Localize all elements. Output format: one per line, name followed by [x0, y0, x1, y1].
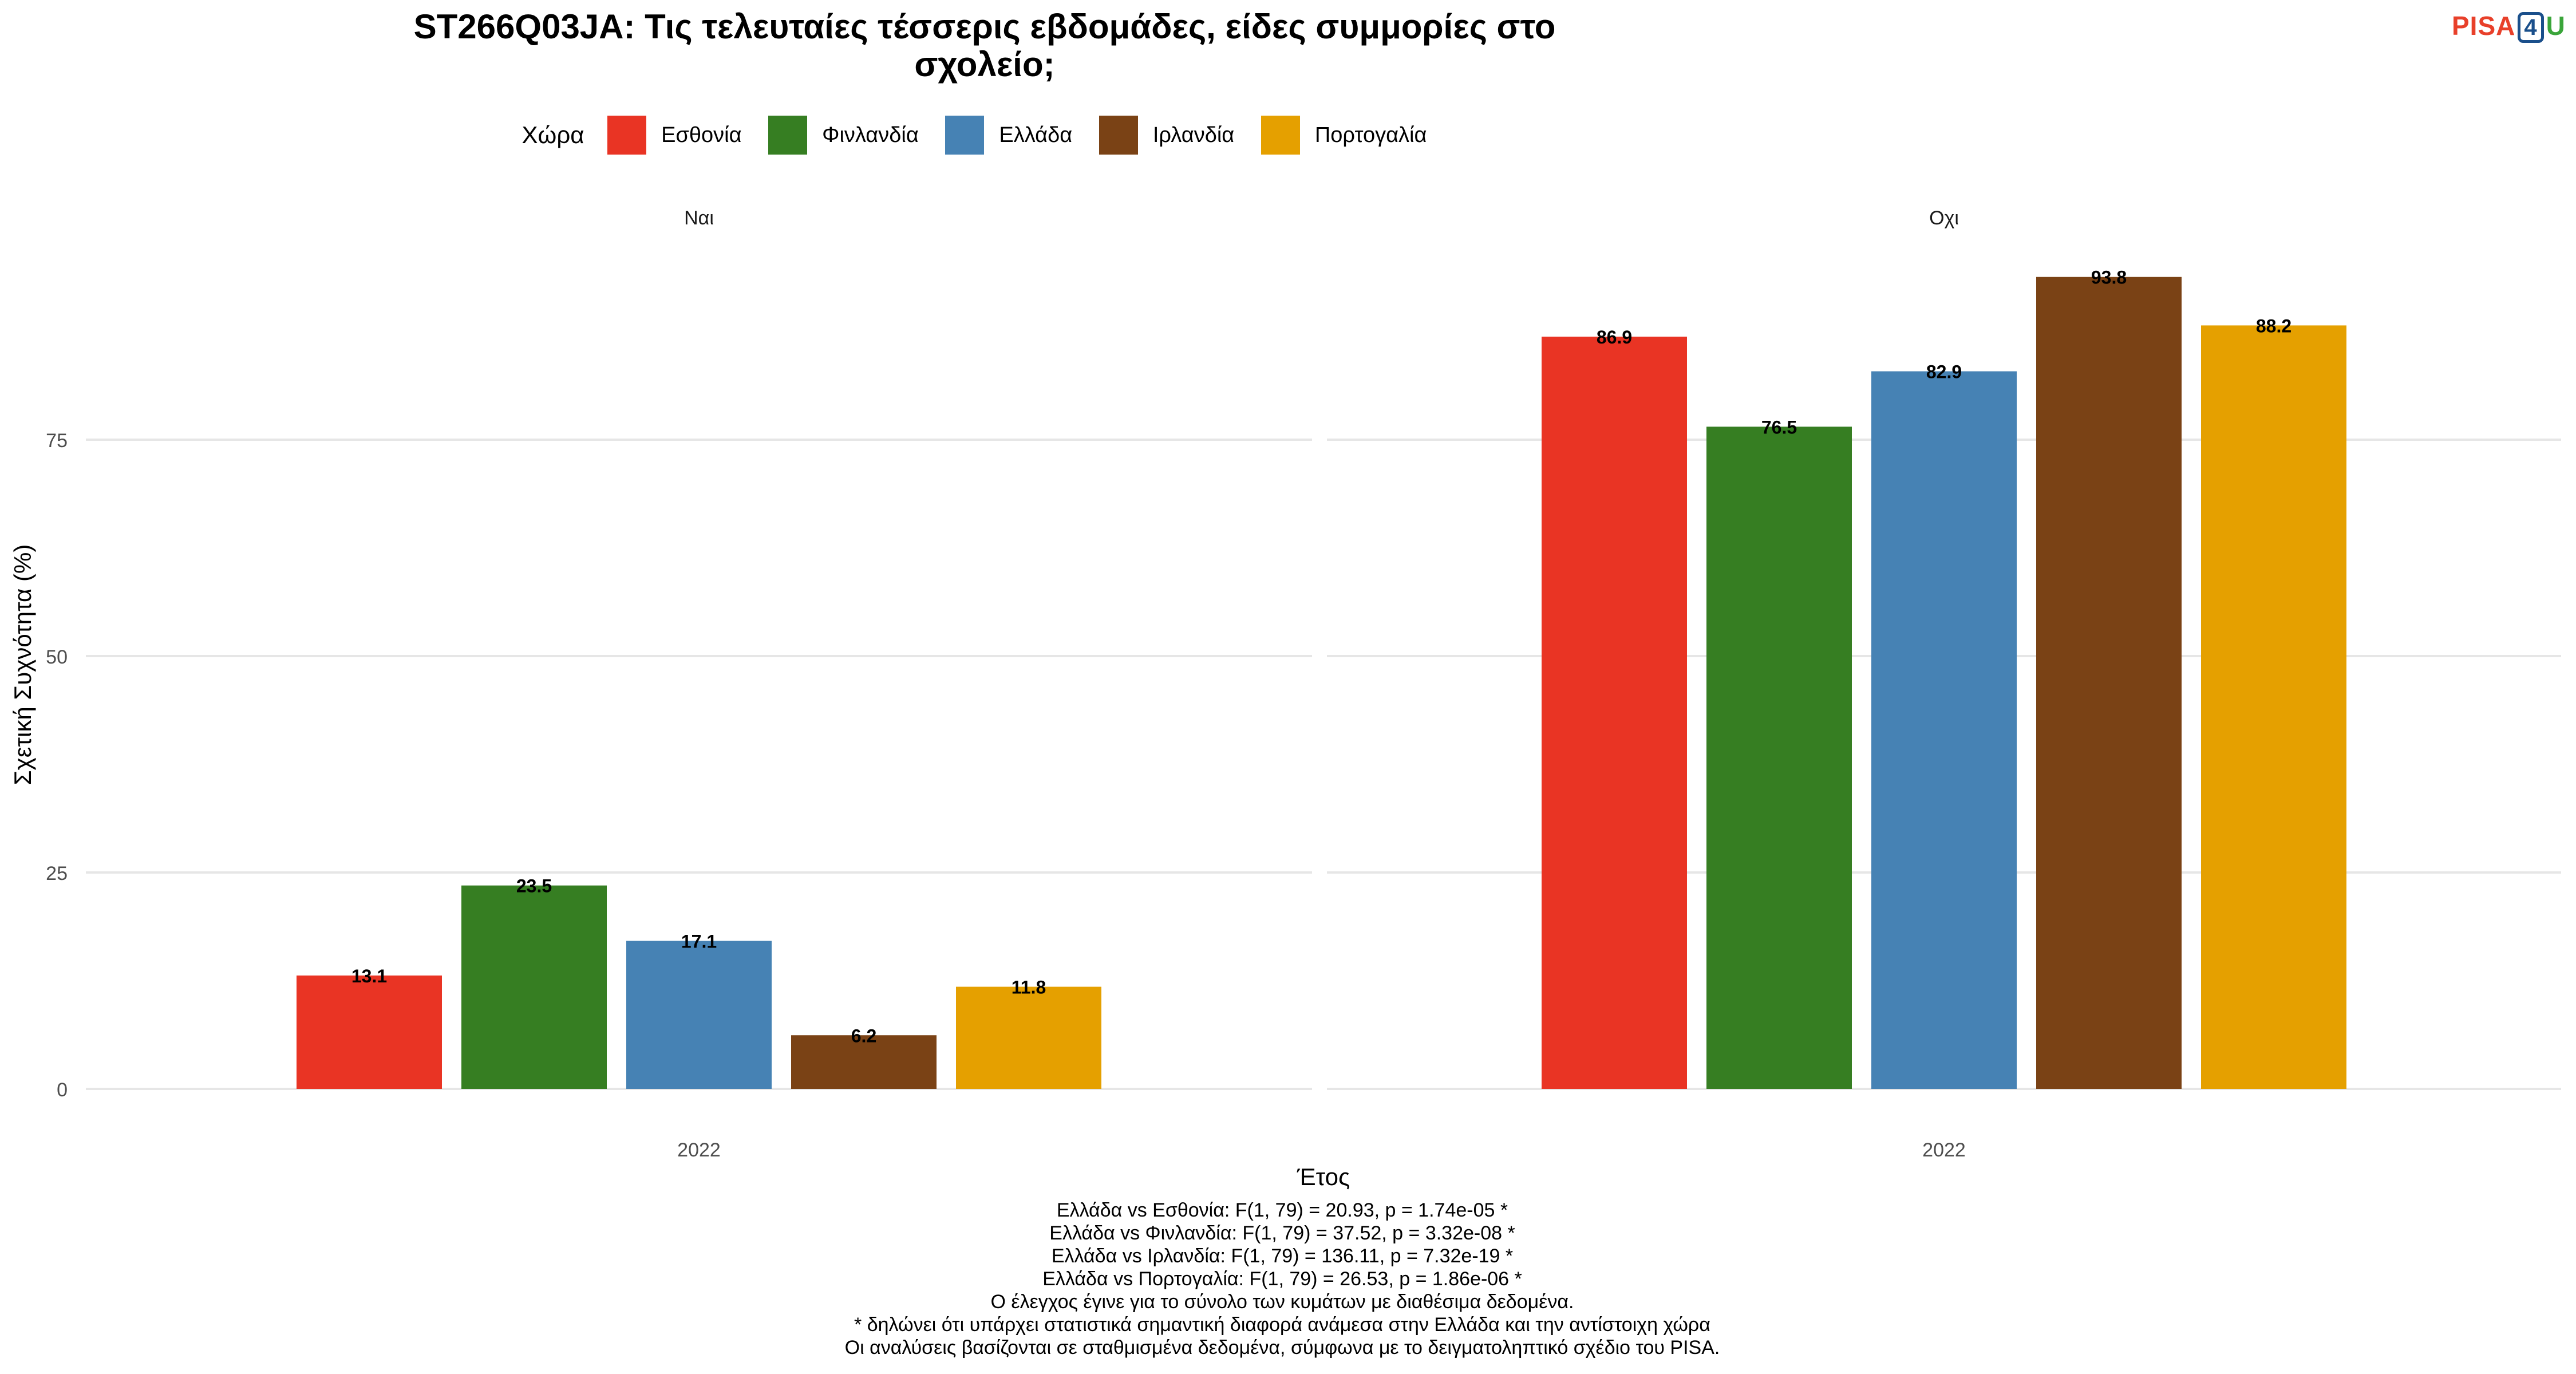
legend-item-finland: Φινλανδία: [768, 116, 919, 155]
footnotes: Ελλάδα vs Εσθονία: F(1, 79) = 20.93, p =…: [572, 1199, 1992, 1359]
data-label-panel1-4: 6.2: [851, 1025, 876, 1046]
chart-title-line-2: σχολείο;: [914, 45, 1055, 84]
bar-panel2-5: [2201, 325, 2346, 1089]
x-tick-label-panel2: 2022: [1922, 1139, 1966, 1161]
footnote-5: Ο έλεγχος έγινε για το σύνολο των κυμάτω…: [990, 1291, 1574, 1313]
legend-item-estonia: Εσθονία: [607, 116, 742, 155]
data-label-panel2-2: 76.5: [1761, 417, 1797, 437]
footnote-1: Ελλάδα vs Εσθονία: F(1, 79) = 20.93, p =…: [1056, 1199, 1508, 1221]
chart-title-line-1: ST266Q03JA: Τις τελευταίες τέσσερις εβδο…: [413, 7, 1556, 46]
bar-panel2-1: [1542, 337, 1687, 1089]
footnote-3: Ελλάδα vs Ιρλανδία: F(1, 79) = 136.11, p…: [1051, 1245, 1514, 1267]
footnote-6: * δηλώνει ότι υπάρχει στατιστικά σημαντι…: [854, 1314, 1710, 1336]
panel-strip-label-1: Ναι: [684, 207, 714, 229]
legend-label-greece: Ελλάδα: [999, 123, 1073, 147]
legend-swatch-portugal: [1261, 116, 1300, 155]
data-label-panel1-3: 17.1: [681, 931, 717, 951]
footnote-4: Ελλάδα vs Πορτογαλία: F(1, 79) = 26.53, …: [1042, 1268, 1522, 1290]
legend-item-ireland: Ιρλανδία: [1099, 116, 1234, 155]
data-label-panel2-1: 86.9: [1597, 327, 1632, 348]
data-label-panel1-2: 23.5: [516, 876, 552, 897]
legend-item-portugal: Πορτογαλία: [1261, 116, 1427, 155]
y-tick-label-50: 50: [46, 646, 68, 668]
y-tick-label-75: 75: [46, 430, 68, 452]
panel-strip-label-2: Οχι: [1929, 207, 1959, 229]
bar-panel1-1: [297, 975, 442, 1089]
logo-text-4: 4: [2518, 12, 2544, 43]
legend-label-estonia: Εσθονία: [661, 123, 742, 147]
bar-panel1-4: [791, 1035, 937, 1089]
data-label-panel1-5: 11.8: [1012, 977, 1046, 998]
legend-swatch-ireland: [1099, 116, 1138, 155]
legend-swatch-greece: [945, 116, 985, 155]
footnote-7: Οι αναλύσεις βασίζονται σε σταθμισμένα δ…: [844, 1337, 1720, 1359]
legend-item-greece: Ελλάδα: [945, 116, 1072, 155]
legend-swatch-estonia: [607, 116, 647, 155]
legend: Χώρα Εσθονία Φινλανδία Ελλάδα Ιρλανδία Π…: [0, 116, 1969, 155]
bar-panel2-4: [2036, 277, 2182, 1089]
legend-label-ireland: Ιρλανδία: [1152, 123, 1235, 147]
data-label-panel2-3: 82.9: [1926, 362, 1962, 382]
chart-title: ST266Q03JA: Τις τελευταίες τέσσερις εβδο…: [0, 8, 1969, 84]
y-tick-label-25: 25: [46, 863, 68, 885]
y-axis-label: Σχετική Συχνότητα (%): [9, 544, 36, 785]
legend-swatch-finland: [768, 116, 808, 155]
legend-label-finland: Φινλανδία: [822, 123, 919, 147]
data-label-panel1-1: 13.1: [351, 966, 387, 986]
bar-panel1-5: [956, 986, 1101, 1089]
legend-label-portugal: Πορτογαλία: [1314, 123, 1427, 147]
legend-title: Χώρα: [521, 121, 584, 148]
y-tick-label-0: 0: [57, 1079, 68, 1101]
bar-panel1-2: [461, 885, 607, 1089]
logo-text-u: U: [2546, 11, 2566, 41]
data-label-panel2-5: 88.2: [2256, 315, 2291, 336]
pisa4u-logo: PISA 4 U: [2452, 10, 2566, 43]
bar-panel2-3: [1871, 371, 2017, 1089]
bar-panel1-3: [626, 941, 772, 1089]
x-axis-label: Έτος: [1297, 1163, 1350, 1190]
footnote-2: Ελλάδα vs Φινλανδία: F(1, 79) = 37.52, p…: [1049, 1222, 1515, 1244]
x-tick-label-panel1: 2022: [677, 1139, 721, 1161]
bar-panel2-2: [1706, 427, 1852, 1089]
logo-text-pisa: PISA: [2452, 11, 2516, 41]
data-label-panel2-4: 93.8: [2091, 267, 2127, 288]
